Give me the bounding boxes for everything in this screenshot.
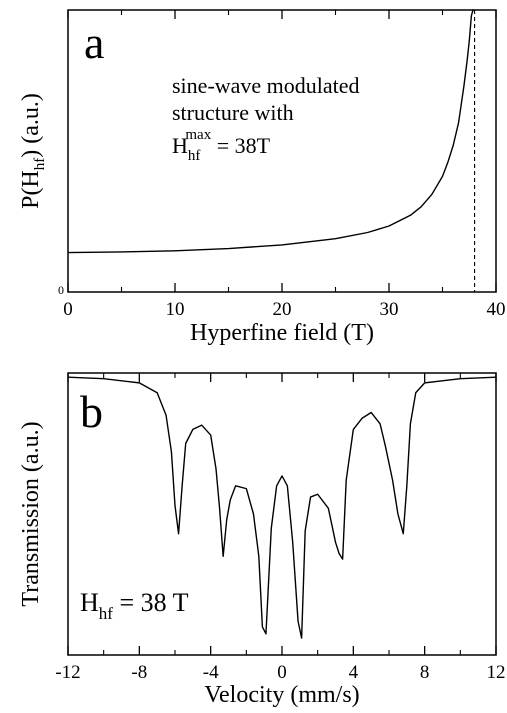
x-tick-label: 0	[63, 299, 73, 320]
panel-a-y-tick-labels: 0	[58, 283, 64, 297]
hmax-main: H	[172, 133, 188, 158]
panel-b-x-tick-labels: -12 -8 -4 0 4 8 12	[55, 662, 505, 683]
panel-a-x-axis-title: Hyperfine field (T)	[190, 320, 374, 346]
panel-b-y-axis-title: Transmission (a.u.)	[18, 421, 44, 606]
series-line	[67, 9, 474, 254]
x-tick-label: 12	[487, 662, 506, 683]
x-tick-label: 40	[487, 299, 506, 320]
hmax-sup: max	[185, 127, 211, 143]
panel-b-x-axis-title: Velocity (mm/s)	[204, 682, 359, 708]
panel-a-y-axis-title: P(Hhf) (a.u.)	[18, 93, 48, 209]
panel-b-annot-sub: hf	[99, 604, 114, 623]
panel-a-annotation-line1: sine-wave modulated	[172, 73, 360, 98]
x-tick-label: 10	[166, 299, 185, 320]
hmax-tail: = 38T	[211, 133, 270, 158]
panel-a-ylabel-sub: hf	[32, 158, 48, 171]
panel-a-x-tick-labels: 0 10 20 30 40	[63, 299, 505, 320]
series-line	[67, 376, 497, 639]
panel-a-plot-frame	[67, 9, 497, 293]
panel-a-series	[67, 9, 476, 292]
panel-a-ylabel-tail: ) (a.u.)	[18, 93, 44, 158]
x-tick-label: 0	[277, 662, 287, 683]
x-tick-label: 30	[380, 299, 399, 320]
panel-a-ylabel-main: P(H	[18, 170, 44, 209]
panel-a-chart: 0 10 20 30 40 0 a sine-wave modulated struct…	[18, 9, 506, 346]
x-tick-label: -4	[203, 662, 219, 683]
panel-a-annotation-line3: Hhf max = 38T	[172, 127, 271, 164]
x-tick-label: -8	[131, 662, 147, 683]
panel-b-label: b	[80, 386, 103, 437]
x-tick-label: 4	[349, 662, 359, 683]
panel-b-annot-main: H	[80, 588, 99, 617]
panel-b-annotation: Hhf = 38 T	[80, 588, 189, 623]
panel-b-chart: -12 -8 -4 0 4 8 12 b Hhf = 38 T Velocity (mm/s…	[18, 372, 506, 708]
panel-a-ticks	[67, 10, 497, 292]
y-tick-label: 0	[58, 283, 64, 297]
x-tick-label: -12	[55, 662, 80, 683]
panel-a-annotation-line2: structure with	[172, 100, 294, 125]
x-tick-label: 20	[273, 299, 292, 320]
panel-b-annot-tail: = 38 T	[113, 588, 189, 617]
panel-b-series	[67, 376, 497, 639]
x-tick-label: 8	[420, 662, 430, 683]
hmax-sub: hf	[188, 148, 201, 164]
panel-a-label: a	[84, 17, 104, 68]
